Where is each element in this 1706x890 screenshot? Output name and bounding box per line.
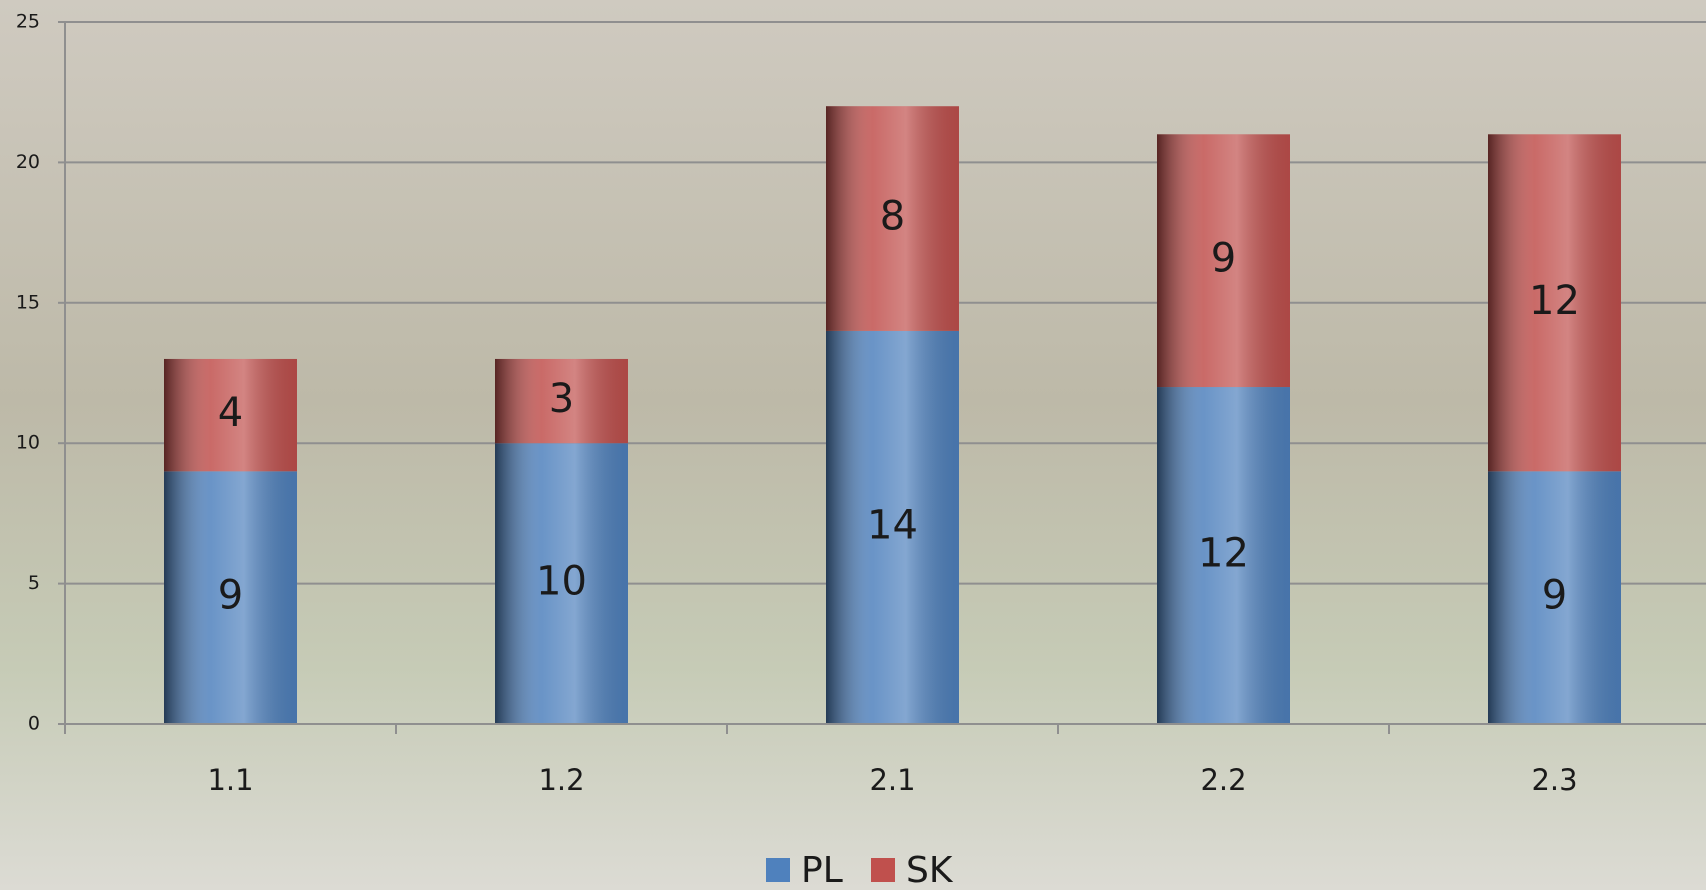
- x-tick-label: 2.3: [1531, 763, 1577, 797]
- x-tick-label: 2.1: [869, 763, 915, 797]
- legend-swatch: [766, 858, 790, 882]
- bar-shade: [1157, 387, 1290, 724]
- data-label: 10: [536, 559, 587, 605]
- bar-shade: [495, 443, 628, 724]
- data-label: 12: [1198, 531, 1249, 577]
- y-tick-label: 0: [28, 713, 40, 735]
- legend-swatch: [871, 858, 895, 882]
- data-label: 12: [1529, 278, 1580, 324]
- x-tick-label: 1.2: [538, 763, 584, 797]
- bar-shade: [1157, 134, 1290, 388]
- bar-shade: [826, 330, 959, 724]
- data-label: 14: [867, 502, 918, 548]
- bar-shade: [1488, 471, 1621, 724]
- data-label: 9: [218, 573, 243, 619]
- bar-shade: [495, 358, 628, 444]
- bar-shade: [164, 471, 297, 724]
- y-tick-label: 25: [16, 11, 40, 33]
- data-label: 3: [549, 376, 574, 422]
- data-label: 4: [218, 390, 243, 436]
- bar-shade: [1488, 134, 1621, 472]
- legend-label: PL: [801, 850, 843, 890]
- x-tick-label: 1.1: [207, 763, 253, 797]
- x-tick-label: 2.2: [1200, 763, 1246, 797]
- data-label: 9: [1211, 236, 1236, 282]
- y-tick-label: 15: [16, 291, 40, 313]
- y-tick-label: 20: [16, 151, 40, 173]
- y-tick-label: 10: [16, 432, 40, 454]
- data-label: 9: [1542, 573, 1567, 619]
- bar-shade: [164, 358, 297, 472]
- data-label: 8: [880, 194, 905, 240]
- bar-shade: [826, 106, 959, 331]
- y-tick-label: 5: [28, 572, 40, 594]
- legend-label: SK: [906, 850, 954, 890]
